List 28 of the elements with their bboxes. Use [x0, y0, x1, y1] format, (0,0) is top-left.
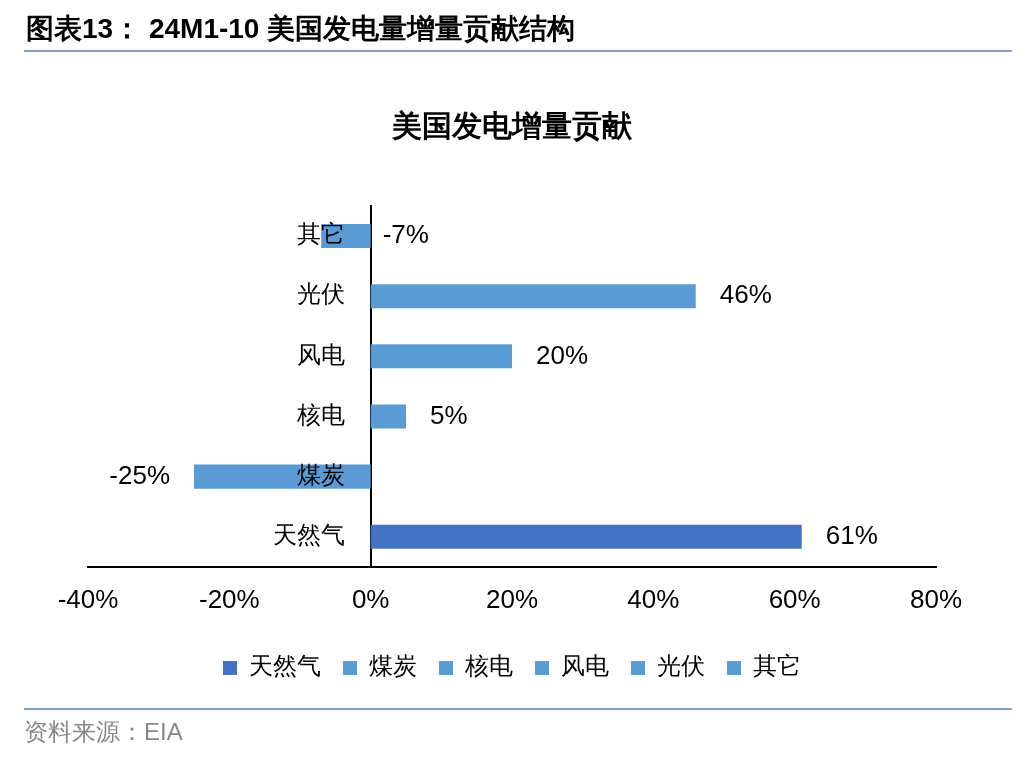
- y-tick-label: 煤炭: [296, 460, 345, 489]
- y-tick-label: 天然气: [272, 520, 345, 549]
- text: 资料来源：EIA: [24, 717, 183, 747]
- legend-label: 光伏: [657, 652, 705, 681]
- x-tick-label: 40%: [627, 583, 680, 614]
- data-label: 46%: [719, 279, 772, 310]
- y-tick-label: 其它: [296, 220, 345, 249]
- chart-subtitle: 美国发电增量贡献: [391, 109, 633, 144]
- y-tick-label: 风电: [296, 340, 345, 369]
- data-label: 5%: [430, 399, 468, 430]
- x-tick-label: 0%: [351, 583, 390, 614]
- legend-label: 核电: [464, 652, 513, 681]
- legend-label: 其它: [753, 652, 801, 681]
- data-label: 61%: [825, 519, 878, 550]
- y-tick-label: 光伏: [296, 280, 345, 309]
- data-label: 20%: [536, 339, 589, 370]
- x-tick-label: 80%: [909, 583, 963, 614]
- x-tick-label: -40%: [57, 583, 119, 614]
- legend-label: 煤炭: [369, 652, 417, 681]
- legend-label: 天然气: [249, 652, 321, 681]
- x-tick-label: 20%: [485, 583, 539, 614]
- x-tick-label: 60%: [768, 583, 821, 614]
- data-label: -7%: [382, 219, 429, 250]
- x-tick-label: -20%: [198, 583, 260, 614]
- chart-title: 图表13： 24M1-10 美国发电量增量贡献结构: [26, 12, 576, 46]
- y-tick-label: 核电: [295, 400, 345, 429]
- legend-label: 风电: [561, 652, 609, 681]
- data-label: -25%: [109, 459, 170, 490]
